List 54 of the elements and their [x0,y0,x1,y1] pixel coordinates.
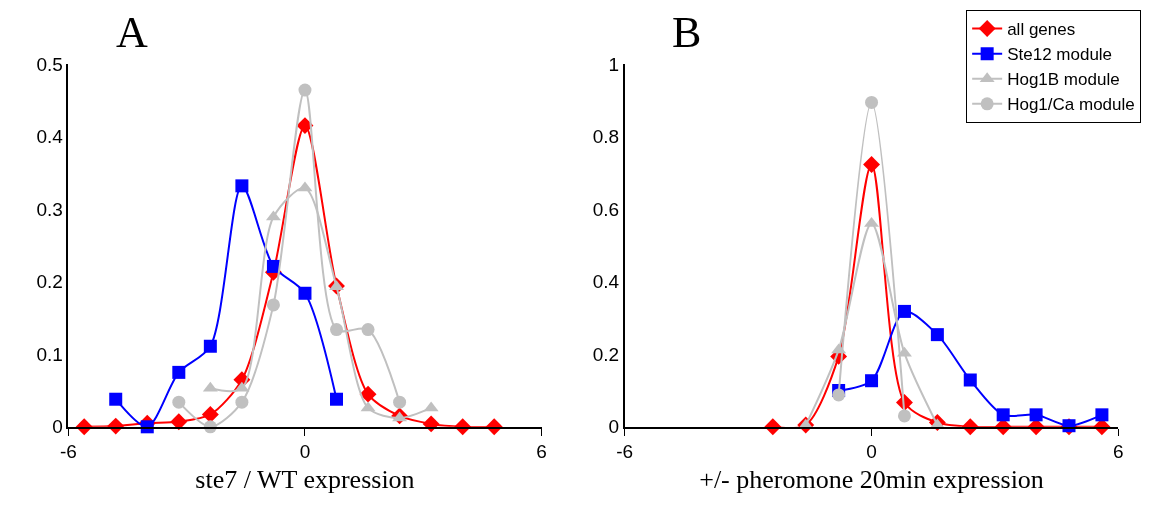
point [235,179,249,193]
y-tick-label: 0.8 [592,126,620,148]
point [109,392,123,406]
legend-label: Hog1B module [1007,70,1120,90]
y-tick-label: 0 [608,416,620,438]
x-tick-label: 6 [1113,441,1124,463]
point [359,385,377,403]
point [1095,408,1109,422]
point [865,95,879,109]
y-tick-label: 0 [52,416,63,438]
point [393,395,407,409]
point [1029,408,1043,422]
point [201,406,219,423]
y-tick-label: 0.4 [36,126,64,148]
point [865,374,879,388]
legend-label: Hog1/Ca module [1007,95,1135,115]
point [963,373,977,387]
y-tick-label: 1 [608,53,620,75]
point [298,286,312,300]
x-tick-label: 0 [299,441,311,463]
y-tick-label: 0.1 [36,343,63,365]
point [298,83,312,97]
point [897,409,911,423]
point [996,408,1010,422]
legend-label: all genes [1007,20,1076,40]
point [330,323,344,337]
y-tick-label: 0.5 [36,53,63,75]
x-tick-label: 6 [536,441,547,463]
point [930,328,944,342]
chart-title: A [116,8,148,57]
point [296,117,314,135]
x-tick-label: -6 [59,441,77,463]
x-axis-title: ste7 / WT expression [195,464,415,494]
point [266,298,280,312]
y-tick-label: 0.2 [36,271,63,293]
y-tick-label: 0.3 [36,198,63,220]
point [897,304,911,318]
y-tick-label: 0.2 [592,343,620,365]
y-tick-label: 0.6 [592,198,620,220]
point [235,395,249,409]
legend-label: Ste12 module [1007,45,1113,65]
x-axis-title: +/- pheromone 20min expression [699,464,1044,494]
point [361,323,375,337]
point [330,392,344,406]
chart-title: B [672,8,702,57]
point [172,395,186,409]
x-tick-label: 0 [866,441,877,463]
point [203,339,217,353]
point [170,413,188,431]
point [863,156,880,173]
x-tick-label: -6 [616,441,634,463]
point [832,388,846,402]
point [172,365,186,379]
y-tick-label: 0.4 [592,271,620,293]
